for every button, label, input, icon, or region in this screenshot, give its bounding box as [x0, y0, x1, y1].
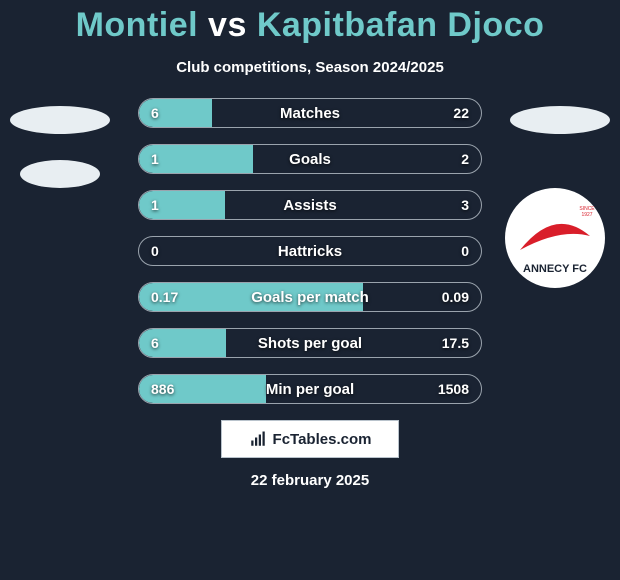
stat-value-right: 22 [453, 99, 469, 127]
stat-label: Goals [139, 145, 481, 173]
chart-icon [249, 430, 267, 448]
stat-label: Matches [139, 99, 481, 127]
site-name: FcTables.com [273, 431, 372, 448]
stat-value-right: 1508 [438, 375, 469, 403]
stat-value-right: 2 [461, 145, 469, 173]
stat-row: 0.17Goals per match0.09 [138, 282, 482, 312]
stat-value-right: 0.09 [442, 283, 469, 311]
stat-label: Goals per match [139, 283, 481, 311]
player1-name: Montiel [76, 6, 198, 44]
comparison-title: Montiel vs Kapitbafan Djoco [0, 0, 620, 45]
vs-label: vs [208, 6, 247, 44]
stat-value-right: 0 [461, 237, 469, 265]
stat-row: 6Matches22 [138, 98, 482, 128]
player2-name: Kapitbafan Djoco [257, 6, 545, 44]
stats-bars: 6Matches22 1Goals2 1Assists3 0Hattricks0 0.1… [138, 98, 482, 404]
stat-value-right: 3 [461, 191, 469, 219]
comparison-area: ANNECY FC SINCE 1927 6Matches22 1Goals2 1A… [0, 98, 620, 404]
stat-label: Shots per goal [139, 329, 481, 357]
subtitle: Club competitions, Season 2024/2025 [0, 59, 620, 76]
footer-date: 22 february 2025 [0, 472, 620, 489]
stat-label: Hattricks [139, 237, 481, 265]
club-logo-annecy: ANNECY FC SINCE 1927 [505, 188, 605, 288]
stat-row: 6Shots per goal17.5 [138, 328, 482, 358]
stat-row: 1Assists3 [138, 190, 482, 220]
club-logo-right-1 [510, 106, 610, 192]
club-logo-left-2 [20, 160, 120, 246]
stat-row: 0Hattricks0 [138, 236, 482, 266]
site-badge: FcTables.com [221, 420, 399, 458]
stat-label: Assists [139, 191, 481, 219]
stat-value-right: 17.5 [442, 329, 469, 357]
stat-row: 886Min per goal1508 [138, 374, 482, 404]
stat-label: Min per goal [139, 375, 481, 403]
stat-row: 1Goals2 [138, 144, 482, 174]
svg-text:1927: 1927 [581, 212, 592, 218]
svg-text:ANNECY FC: ANNECY FC [523, 263, 587, 275]
